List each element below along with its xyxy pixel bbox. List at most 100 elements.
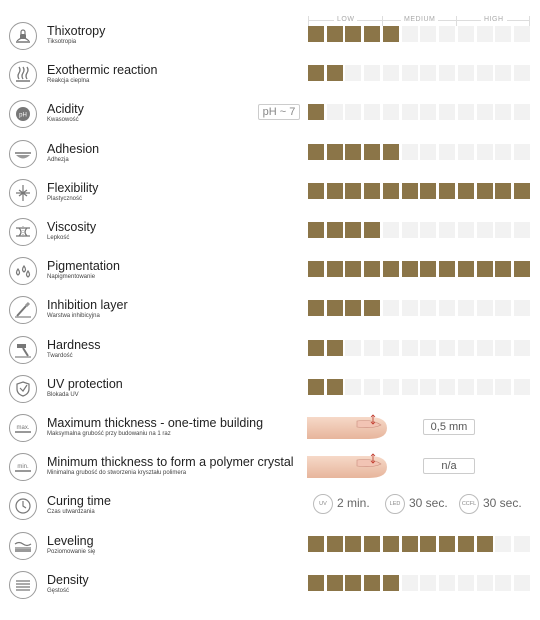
rating-square-empty (383, 222, 399, 238)
rating-square-empty (420, 379, 436, 395)
property-subtitle: Tiksotropia (47, 39, 76, 45)
rating-square-filled (308, 536, 324, 552)
rating-square-filled (327, 144, 343, 160)
property-title: Viscosity (47, 220, 96, 234)
rating-square-empty (383, 65, 399, 81)
rating-square-filled (477, 183, 493, 199)
rating-square-filled (439, 261, 455, 277)
rating-square-empty (458, 222, 474, 238)
thickness-value: n/a (423, 458, 475, 474)
rating-square-filled (308, 300, 324, 316)
thickness-value: 0,5 mm (423, 419, 475, 435)
property-title: Pigmentation (47, 259, 120, 273)
rating-square-filled (495, 183, 511, 199)
rating-square-filled (364, 26, 380, 42)
rating-square-empty (477, 104, 493, 120)
rating-square-empty (383, 300, 399, 316)
row-density: Density Gęstość (0, 569, 540, 605)
property-subtitle: Minimalna grubość do stworzenia kryształ… (47, 470, 186, 476)
rating-square-filled (383, 261, 399, 277)
clock-icon (9, 492, 37, 520)
rating-square-empty (514, 575, 530, 591)
rating-square-filled (345, 300, 361, 316)
rating-square-filled (383, 144, 399, 160)
adhesion-icon (9, 140, 37, 168)
rating-square-empty (477, 379, 493, 395)
property-title: Maximum thickness - one-time building (47, 416, 263, 430)
icon-text: max. (16, 425, 29, 431)
property-subtitle: Gęstość (47, 588, 69, 594)
rating-square-empty (477, 300, 493, 316)
row-maxthick: max. Maximum thickness - one-time buildin… (0, 412, 540, 448)
rating-square-filled (514, 183, 530, 199)
property-subtitle: Poziomowanie się (47, 549, 95, 555)
rating-square-filled (327, 261, 343, 277)
heat-icon (9, 61, 37, 89)
rating-square-empty (458, 144, 474, 160)
rating-square-empty (477, 575, 493, 591)
rating-square-filled (327, 340, 343, 356)
property-subtitle: Maksymalna grubość przy budowaniu na 1 r… (47, 431, 171, 437)
property-subtitle: Plastyczność (47, 196, 82, 202)
row-thixotropy: Thixotropy Tiksotropia (0, 20, 540, 56)
property-subtitle: Napigmentowanie (47, 274, 95, 280)
rating-square-empty (327, 104, 343, 120)
rating-square-empty (420, 65, 436, 81)
rating-square-empty (514, 104, 530, 120)
curing-time-value: 2 min. (337, 496, 370, 510)
property-title: Exothermic reaction (47, 63, 157, 77)
rating-square-empty (495, 144, 511, 160)
rating-square-filled (420, 183, 436, 199)
rating-square-filled (327, 65, 343, 81)
rating-square-filled (383, 536, 399, 552)
row-leveling: Leveling Poziomowanie się (0, 530, 540, 566)
rating-square-filled (364, 261, 380, 277)
property-title: Curing time (47, 494, 111, 508)
rating-square-empty (402, 65, 418, 81)
property-title: Density (47, 573, 89, 587)
rating-square-filled (439, 536, 455, 552)
rating-square-empty (364, 340, 380, 356)
rating-square-filled (364, 144, 380, 160)
rating-square-empty (495, 536, 511, 552)
row-adhesion: Adhesion Adhezja (0, 138, 540, 174)
rating-square-filled (345, 144, 361, 160)
rating-square-empty (514, 26, 530, 42)
rating-square-filled (477, 261, 493, 277)
rating-square-filled (364, 183, 380, 199)
rating-square-filled (477, 536, 493, 552)
rating-square-filled (364, 575, 380, 591)
rating-square-filled (308, 26, 324, 42)
rating-square-empty (420, 26, 436, 42)
rating-square-filled (308, 261, 324, 277)
rating-square-empty (458, 379, 474, 395)
row-flexibility: Flexibility Plastyczność (0, 177, 540, 213)
rating-square-filled (308, 183, 324, 199)
property-subtitle: Czas utwardzania (47, 509, 95, 515)
rating-square-empty (439, 340, 455, 356)
property-subtitle: Lepkość (47, 235, 69, 241)
rating-square-empty (458, 575, 474, 591)
rating-square-empty (402, 222, 418, 238)
rating-square-filled (383, 26, 399, 42)
rating-square-empty (383, 379, 399, 395)
rating-square-empty (495, 104, 511, 120)
property-subtitle: Blokada UV (47, 392, 79, 398)
rating-square-filled (327, 575, 343, 591)
rating-square-filled (402, 183, 418, 199)
rating-square-empty (477, 26, 493, 42)
rating-square-filled (308, 379, 324, 395)
lamp-type-label: UV (313, 494, 333, 514)
property-title: Minimum thickness to form a polymer crys… (47, 455, 294, 469)
property-title: Flexibility (47, 181, 98, 195)
rating-square-filled (327, 183, 343, 199)
rating-square-filled (495, 261, 511, 277)
rating-square-empty (383, 104, 399, 120)
ph-icon: pH (9, 100, 37, 128)
property-title: UV protection (47, 377, 123, 391)
rating-square-empty (420, 300, 436, 316)
rating-square-empty (439, 300, 455, 316)
rating-square-empty (402, 300, 418, 316)
row-exothermic: Exothermic reaction Reakcja cieplna (0, 59, 540, 95)
property-title: Inhibition layer (47, 298, 128, 312)
